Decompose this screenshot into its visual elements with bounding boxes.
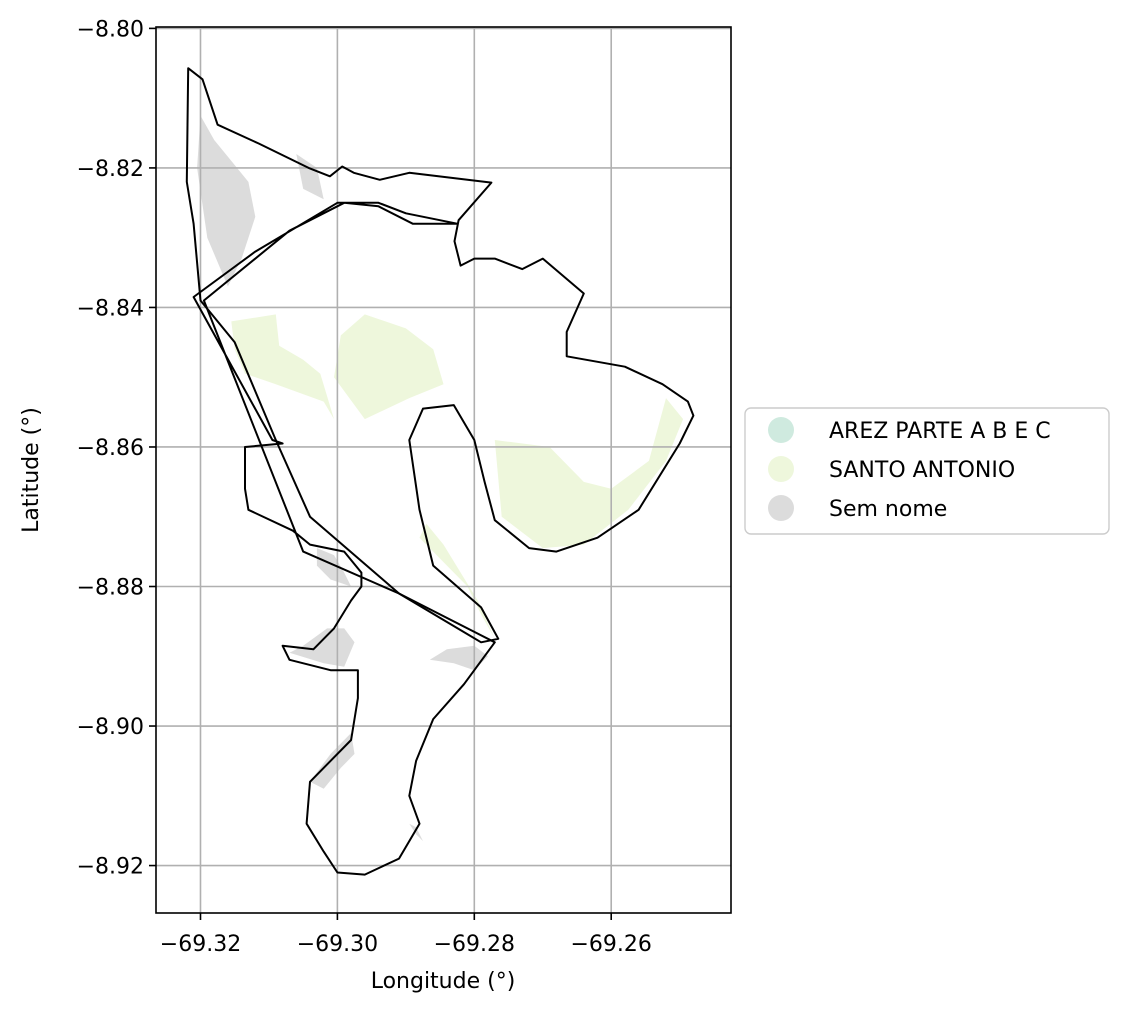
outline-northern-tract: [185, 67, 695, 644]
legend-label-1: SANTO ANTONIO: [829, 458, 1015, 483]
x-tick-label-2: −69.28: [434, 932, 515, 957]
y-tick-label-0: −8.80: [77, 17, 144, 42]
legend: AREZ PARTE A B E C SANTO ANTONIO Sem nome: [744, 407, 1110, 535]
legend-label-2: Sem nome: [829, 497, 947, 522]
region-santo-antonio-0: [231, 314, 334, 420]
region-sem-nome-4: [197, 115, 256, 287]
y-tick-label-5: −8.90: [77, 715, 144, 740]
legend-marker-2: [768, 495, 794, 521]
legend-label-0: AREZ PARTE A B E C: [829, 419, 1051, 444]
legend-marker-1: [768, 456, 794, 482]
x-tick-label-3: −69.26: [570, 932, 651, 957]
legend-box: [744, 407, 1110, 535]
y-tick-label-4: −8.88: [77, 576, 144, 601]
outline-layer: [185, 67, 695, 876]
region-santo-antonio-2: [494, 398, 684, 549]
y-axis-label: Latitude (°): [19, 407, 44, 533]
x-tick-label-1: −69.30: [297, 932, 378, 957]
y-tick-label-3: −8.86: [77, 436, 144, 461]
grid-layer: [156, 27, 731, 913]
region-sem-nome-7: [289, 628, 355, 667]
y-tick-label-2: −8.84: [77, 296, 144, 321]
plot-area: −69.32 −69.30 −69.28 −69.26 −8.80 −8.82 −8.84 −…: [77, 17, 732, 957]
axes-background: [156, 27, 731, 913]
region-sem-nome-10: [409, 823, 423, 842]
region-sem-nome-6: [316, 548, 352, 587]
outline-southern-tract: [192, 201, 496, 876]
region-sem-nome-8: [429, 645, 488, 671]
y-tick-label-6: −8.92: [77, 855, 144, 880]
region-santo-antonio-1: [334, 314, 444, 420]
region-santo-antonio-3: [419, 523, 495, 639]
axes-frame: [155, 26, 732, 914]
ticks-layer: −69.32 −69.30 −69.28 −69.26 −8.80 −8.82 −8.84 −…: [77, 17, 652, 957]
legend-marker-0: [768, 417, 794, 443]
y-tick-label-1: −8.82: [77, 157, 144, 182]
x-axis-label: Longitude (°): [371, 969, 516, 994]
x-tick-label-0: −69.32: [160, 932, 241, 957]
